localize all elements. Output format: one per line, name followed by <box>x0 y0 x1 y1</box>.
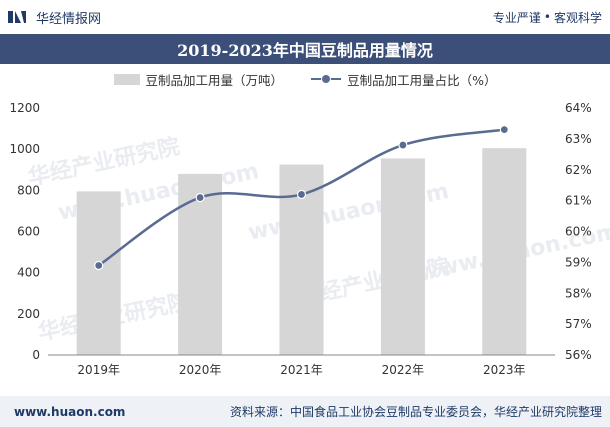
slogan: 专业严谨 • 客观科学 <box>493 4 602 30</box>
legend-bar-label: 豆制品加工用量（万吨） <box>145 72 284 88</box>
line-point-2022年 <box>398 140 408 150</box>
y-right-tick-label: 58% <box>565 286 592 300</box>
y-right-tick-label: 56% <box>565 348 592 362</box>
y-left-tick-label: 800 <box>17 183 40 197</box>
footer-website: www.huaon.com <box>14 404 126 419</box>
y-right-tick-label: 57% <box>565 317 592 331</box>
bar-2022年 <box>380 158 425 355</box>
chart-title-bar: 2019-2023年中国豆制品用量情况 <box>0 34 610 64</box>
y-right-tick-label: 60% <box>565 225 592 239</box>
legend-line-swatch <box>311 73 342 85</box>
y-left-tick-label: 400 <box>17 266 40 280</box>
legend-bar-swatch <box>113 73 140 85</box>
y-left-tick-label: 1200 <box>9 101 40 115</box>
slogan-left: 专业严谨 <box>492 10 541 25</box>
line-point-2021年 <box>296 189 307 200</box>
brand: 华经情报网 <box>8 4 101 30</box>
x-tick-label: 2023年 <box>483 363 526 377</box>
y-left-tick-label: 600 <box>17 225 40 239</box>
legend-line-label: 豆制品加工用量占比（%） <box>347 72 497 88</box>
bar-2023年 <box>482 148 527 355</box>
slogan-right: 客观科学 <box>553 10 602 25</box>
bar-2019年 <box>76 191 121 355</box>
footer: www.huaon.com 资料来源：中国食品工业协会豆制品专业委员会，华经产业… <box>0 396 610 427</box>
brand-name: 华经情报网 <box>36 11 102 27</box>
chart-title: 2019-2023年中国豆制品用量情况 <box>177 41 433 60</box>
x-tick-label: 2020年 <box>179 363 222 377</box>
line-point-2019年 <box>94 260 104 271</box>
footer-source: 资料来源：中国食品工业协会豆制品专业委员会，华经产业研究院整理 <box>229 405 602 419</box>
slogan-separator: • <box>543 10 551 24</box>
chart-legend: 豆制品加工用量（万吨） 豆制品加工用量占比（%） <box>0 68 610 90</box>
line-point-2023年 <box>499 125 509 135</box>
y-left-tick-label: 200 <box>17 307 40 321</box>
x-tick-label: 2019年 <box>77 363 120 377</box>
x-tick-label: 2021年 <box>280 363 323 377</box>
y-left-tick-label: 1000 <box>9 142 40 156</box>
y-left-tick-label: 0 <box>32 348 40 362</box>
y-right-tick-label: 62% <box>565 163 592 177</box>
huajing-logo-icon <box>8 11 26 23</box>
line-point-2020年 <box>195 192 205 203</box>
chart-area: 华经产业研究院www.huaon.com华经产业研究院华经产业研究院www.hu… <box>9 101 610 377</box>
legend-item-bar: 豆制品加工用量（万吨） <box>113 70 284 89</box>
y-right-tick-label: 59% <box>565 255 592 269</box>
x-tick-label: 2022年 <box>382 363 425 377</box>
y-right-tick-label: 64% <box>565 101 592 115</box>
legend-item-line: 豆制品加工用量占比（%） <box>311 70 496 89</box>
y-right-tick-label: 63% <box>565 132 592 146</box>
y-right-tick-label: 61% <box>565 194 592 208</box>
